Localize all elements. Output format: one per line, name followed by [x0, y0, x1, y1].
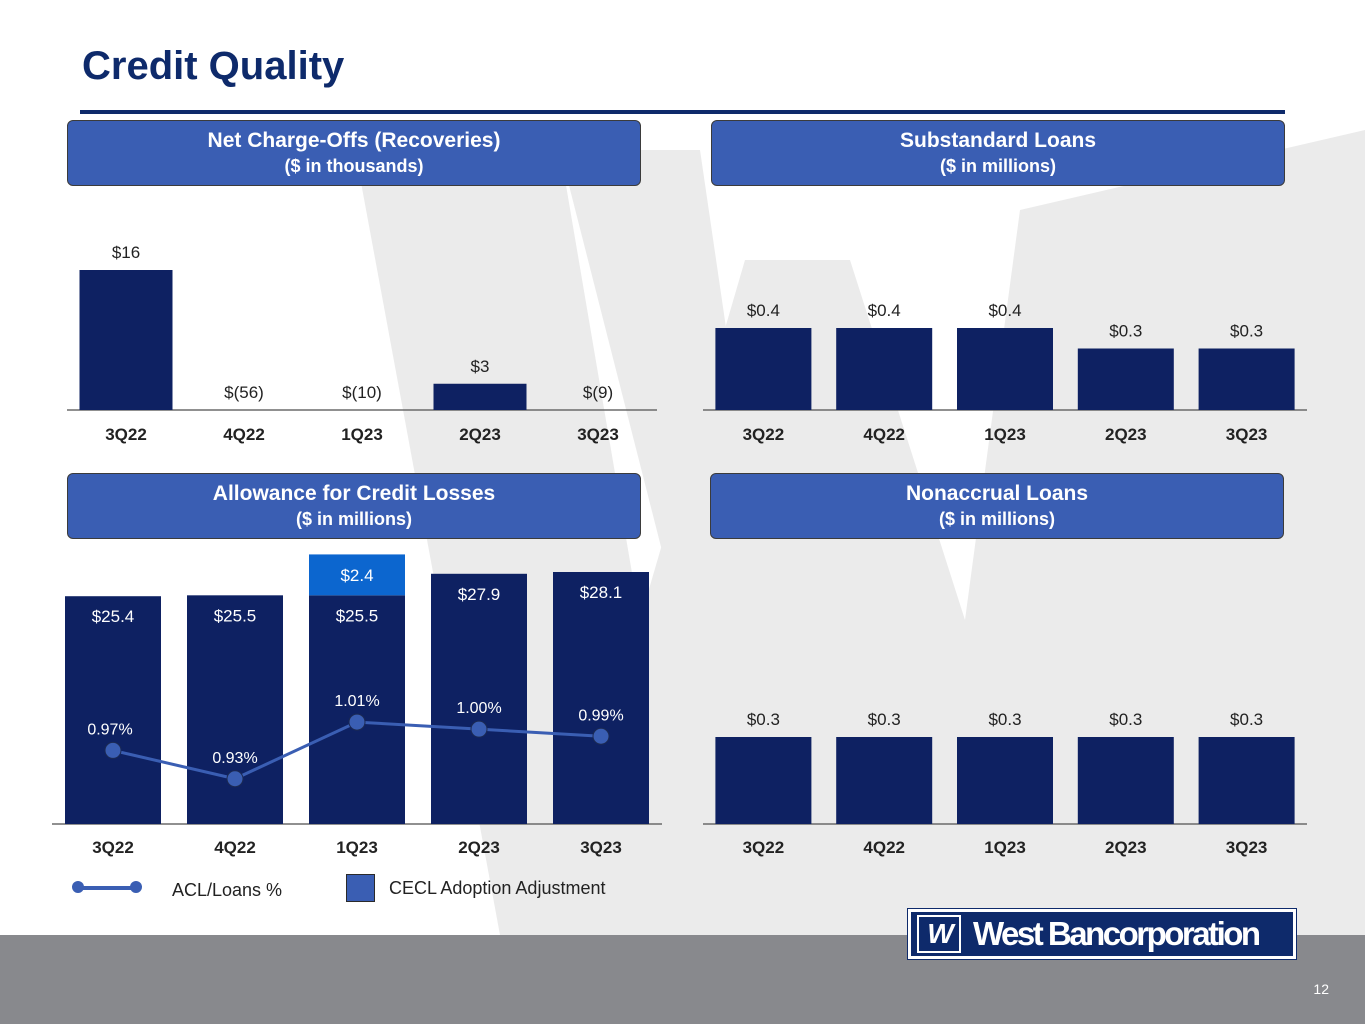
bar: [836, 737, 933, 824]
bar: [836, 328, 933, 410]
acl-loans-label: 0.93%: [212, 750, 257, 767]
acl-loans-point: [592, 727, 610, 745]
cecl-adjustment-bar: [309, 554, 405, 596]
x-tick-label: 3Q22: [743, 425, 785, 444]
page-title: Credit Quality: [82, 44, 345, 88]
acl-loans-point: [470, 720, 488, 738]
legend-label-acl-loans: ACL/Loans %: [172, 880, 283, 900]
x-tick-label: 3Q23: [580, 838, 622, 857]
legend-line-swatch: [76, 886, 138, 890]
data-label: $0.4: [868, 301, 901, 320]
x-tick-label: 3Q22: [92, 838, 134, 857]
acl-data-label: $27.9: [458, 585, 501, 604]
acl-loans-point: [348, 713, 366, 731]
x-tick-label: 2Q23: [459, 425, 501, 444]
acl-loans-point: [226, 770, 244, 788]
acl-data-label: $25.5: [336, 606, 379, 625]
acl-data-label: $25.5: [214, 606, 257, 625]
page-number: 12: [1313, 981, 1329, 997]
data-label: $0.3: [1230, 710, 1263, 729]
data-label: $0.3: [868, 710, 901, 729]
data-label: $0.3: [1230, 322, 1263, 341]
bar: [1077, 348, 1174, 410]
panel-title: Nonaccrual Loans: [905, 482, 1089, 505]
x-tick-label: 2Q23: [1105, 838, 1147, 857]
x-tick-label: 1Q23: [984, 425, 1026, 444]
acl-data-label: $28.1: [580, 583, 623, 602]
acl-data-label: $25.4: [92, 607, 135, 626]
x-tick-label: 3Q22: [743, 838, 785, 857]
west-bancorporation-logo: W West Bancorporation: [907, 908, 1297, 960]
data-label: $16: [112, 243, 140, 262]
x-tick-label: 2Q23: [458, 838, 500, 857]
x-tick-label: 2Q23: [1105, 425, 1147, 444]
acl-bar: [553, 572, 649, 824]
cecl-data-label: $2.4: [340, 566, 373, 585]
data-label: $3: [471, 357, 490, 376]
legend-line-marker: [72, 881, 84, 893]
x-tick-label: 1Q23: [336, 838, 378, 857]
x-tick-label: 4Q22: [863, 425, 905, 444]
panel-title: Net Charge-Offs (Recoveries): [207, 129, 501, 152]
panel-subtitle: ($ in thousands): [284, 156, 424, 176]
x-tick-label: 1Q23: [341, 425, 383, 444]
acl-loans-label: 0.99%: [578, 707, 623, 724]
panel-title: Substandard Loans: [899, 129, 1097, 152]
logo-wordmark: West Bancorporation: [973, 915, 1261, 952]
bar: [1077, 737, 1174, 824]
bar: [957, 328, 1053, 410]
panel-subtitle: ($ in millions): [295, 509, 412, 529]
bar: [715, 328, 812, 410]
x-tick-label: 3Q23: [1226, 838, 1268, 857]
bar: [433, 383, 527, 410]
acl-bar: [309, 595, 405, 824]
x-tick-label: 1Q23: [984, 838, 1026, 857]
data-label: $0.3: [1109, 322, 1142, 341]
data-label: $0.4: [747, 301, 780, 320]
bar: [1198, 348, 1295, 410]
acl-loans-label: 0.97%: [87, 721, 132, 738]
data-label: $(56): [224, 383, 264, 402]
logo-w-mark: W: [917, 915, 961, 953]
data-label: $0.3: [988, 710, 1021, 729]
acl-loans-label: 1.01%: [334, 693, 379, 710]
panel-header-nonaccrual-loans: Nonaccrual Loans ($ in millions): [710, 473, 1284, 539]
acl-bar: [187, 595, 283, 824]
panel-title: Allowance for Credit Losses: [212, 482, 496, 505]
legend-line-marker: [130, 881, 142, 893]
panel-header-substandard-loans: Substandard Loans ($ in millions): [711, 120, 1285, 186]
x-tick-label: 3Q22: [105, 425, 147, 444]
acl-loans-point: [104, 741, 122, 759]
panel-header-allowance-credit-losses: Allowance for Credit Losses ($ in millio…: [67, 473, 641, 539]
x-tick-label: 3Q23: [1226, 425, 1268, 444]
panel-header-net-charge-offs: Net Charge-Offs (Recoveries) ($ in thous…: [67, 120, 641, 186]
panel-subtitle: ($ in millions): [939, 156, 1056, 176]
data-label: $0.3: [1109, 710, 1142, 729]
bar: [715, 737, 812, 824]
title-rule: [80, 110, 1285, 114]
bar: [79, 270, 173, 410]
x-tick-label: 4Q22: [863, 838, 905, 857]
acl-loans-label: 1.00%: [456, 700, 501, 717]
panel-subtitle: ($ in millions): [938, 509, 1055, 529]
x-tick-label: 4Q22: [214, 838, 256, 857]
x-tick-label: 4Q22: [223, 425, 265, 444]
acl-bar: [431, 573, 527, 824]
legend-swatch-cecl: [346, 874, 375, 902]
x-tick-label: 3Q23: [577, 425, 619, 444]
data-label: $0.4: [988, 301, 1021, 320]
legend-label-cecl: CECL Adoption Adjustment: [389, 878, 606, 898]
data-label: $(9): [583, 383, 613, 402]
acl-bar: [65, 596, 161, 824]
data-label: $(10): [342, 383, 382, 402]
bar: [957, 737, 1053, 824]
data-label: $0.3: [747, 710, 780, 729]
bar: [1198, 737, 1295, 824]
